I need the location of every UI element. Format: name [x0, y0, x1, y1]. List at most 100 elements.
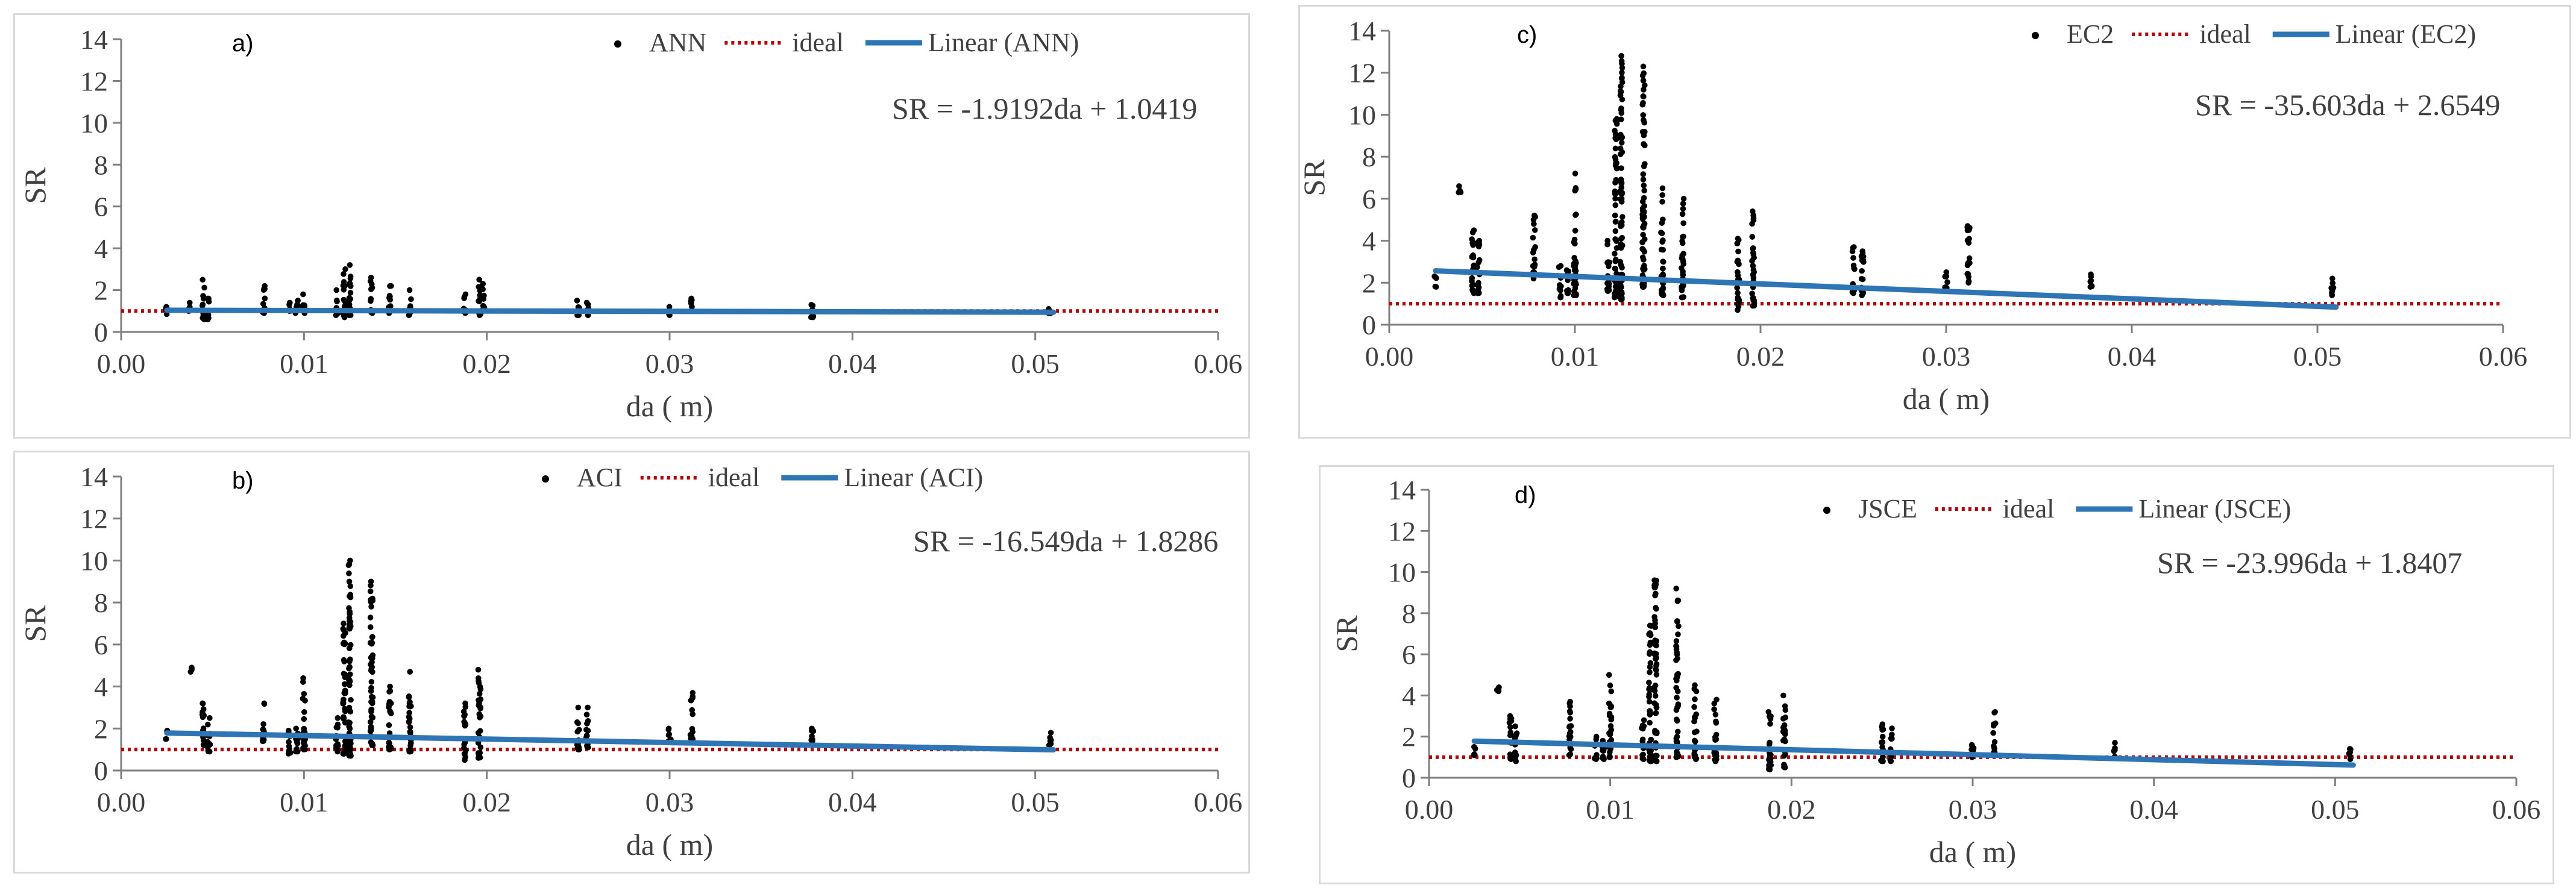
data-point: [690, 695, 696, 701]
data-point: [346, 645, 353, 651]
data-point: [205, 721, 211, 728]
data-point: [347, 280, 353, 287]
data-point: [1647, 651, 1653, 657]
data-point: [1571, 255, 1577, 261]
data-point: [346, 724, 352, 730]
data-point: [1639, 752, 1645, 758]
data-point: [1879, 734, 1886, 740]
data-point: [1711, 706, 1717, 713]
panel-letter: a): [232, 30, 254, 57]
y-axis-label: SR: [1330, 615, 1363, 652]
data-point: [480, 286, 486, 293]
y-tick-label: 8: [1402, 598, 1416, 629]
data-point: [2088, 274, 2094, 280]
data-point: [368, 706, 375, 713]
data-point: [300, 745, 306, 751]
data-point: [1566, 708, 1573, 714]
data-point: [1641, 132, 1647, 139]
data-point: [287, 749, 294, 756]
data-point: [1472, 746, 1478, 752]
data-point: [1964, 224, 1970, 231]
data-point: [200, 293, 206, 299]
legend-label-points: EC2: [2067, 19, 2114, 49]
data-point: [1048, 730, 1054, 736]
data-point: [300, 679, 306, 685]
data-point: [1653, 638, 1659, 644]
data-point: [477, 754, 483, 761]
data-point: [369, 652, 376, 658]
data-point: [368, 296, 374, 302]
data-point: [477, 696, 484, 702]
data-point: [345, 719, 352, 725]
y-tick-label: 6: [94, 192, 108, 222]
data-point: [480, 281, 486, 287]
data-point: [1750, 275, 1757, 281]
data-point: [1651, 700, 1657, 707]
data-point: [1567, 751, 1574, 757]
data-point: [1647, 687, 1653, 693]
data-point: [575, 746, 582, 752]
data-point: [341, 633, 347, 639]
data-point: [1607, 754, 1613, 760]
data-point: [1571, 236, 1578, 243]
y-tick-label: 4: [94, 233, 108, 264]
data-point: [1507, 716, 1513, 722]
data-point: [1612, 145, 1619, 152]
data-point: [1619, 69, 1625, 76]
data-point: [1679, 238, 1685, 245]
data-point: [1612, 266, 1619, 272]
data-point: [688, 735, 695, 741]
data-point: [1675, 701, 1682, 707]
data-point: [1607, 723, 1614, 729]
data-point: [1572, 260, 1579, 266]
legend-marker-points: [2032, 32, 2039, 39]
data-point: [1674, 655, 1680, 661]
x-tick-label: 0.03: [1949, 794, 1997, 825]
data-point: [1613, 165, 1620, 172]
data-point: [1673, 638, 1680, 644]
y-axis-label: SR: [1300, 159, 1331, 196]
data-point: [368, 713, 375, 720]
legend-marker-points: [542, 475, 549, 483]
data-point: [1556, 286, 1563, 292]
data-point: [342, 266, 348, 272]
data-point: [387, 303, 394, 309]
data-point: [1048, 737, 1054, 743]
data-point: [347, 664, 353, 670]
data-point: [341, 296, 347, 303]
data-point: [665, 727, 672, 733]
data-point: [1512, 723, 1518, 730]
data-point: [1751, 300, 1758, 307]
data-point: [406, 694, 412, 701]
panel-letter: d): [1515, 482, 1536, 508]
data-point: [1618, 116, 1624, 123]
legend-label-ideal: ideal: [2003, 494, 2055, 524]
data-point: [408, 296, 414, 302]
data-point: [583, 711, 590, 717]
data-point: [1641, 183, 1647, 189]
data-point: [1612, 135, 1618, 142]
data-point: [186, 299, 193, 306]
data-point: [1660, 237, 1666, 243]
data-point: [1531, 256, 1538, 263]
data-point: [1653, 672, 1660, 678]
data-point: [368, 724, 374, 730]
data-point: [585, 728, 591, 734]
x-tick-label: 0.00: [1405, 794, 1454, 825]
data-point: [1651, 584, 1658, 590]
x-axis-label: da ( m): [1929, 835, 2016, 869]
y-tick-label: 8: [94, 149, 108, 180]
data-point: [1680, 258, 1686, 264]
trend-line: [1471, 738, 2356, 768]
data-point: [1640, 266, 1646, 272]
data-point: [1639, 205, 1646, 211]
data-point: [476, 277, 482, 283]
data-point: [1712, 757, 1718, 763]
x-axis-label: da ( m): [1903, 382, 1990, 416]
data-point: [300, 291, 306, 298]
data-point: [1993, 720, 1999, 727]
data-point: [1680, 269, 1686, 275]
y-tick-label: 8: [1362, 142, 1376, 172]
data-point: [689, 707, 696, 713]
data-point: [347, 752, 353, 758]
